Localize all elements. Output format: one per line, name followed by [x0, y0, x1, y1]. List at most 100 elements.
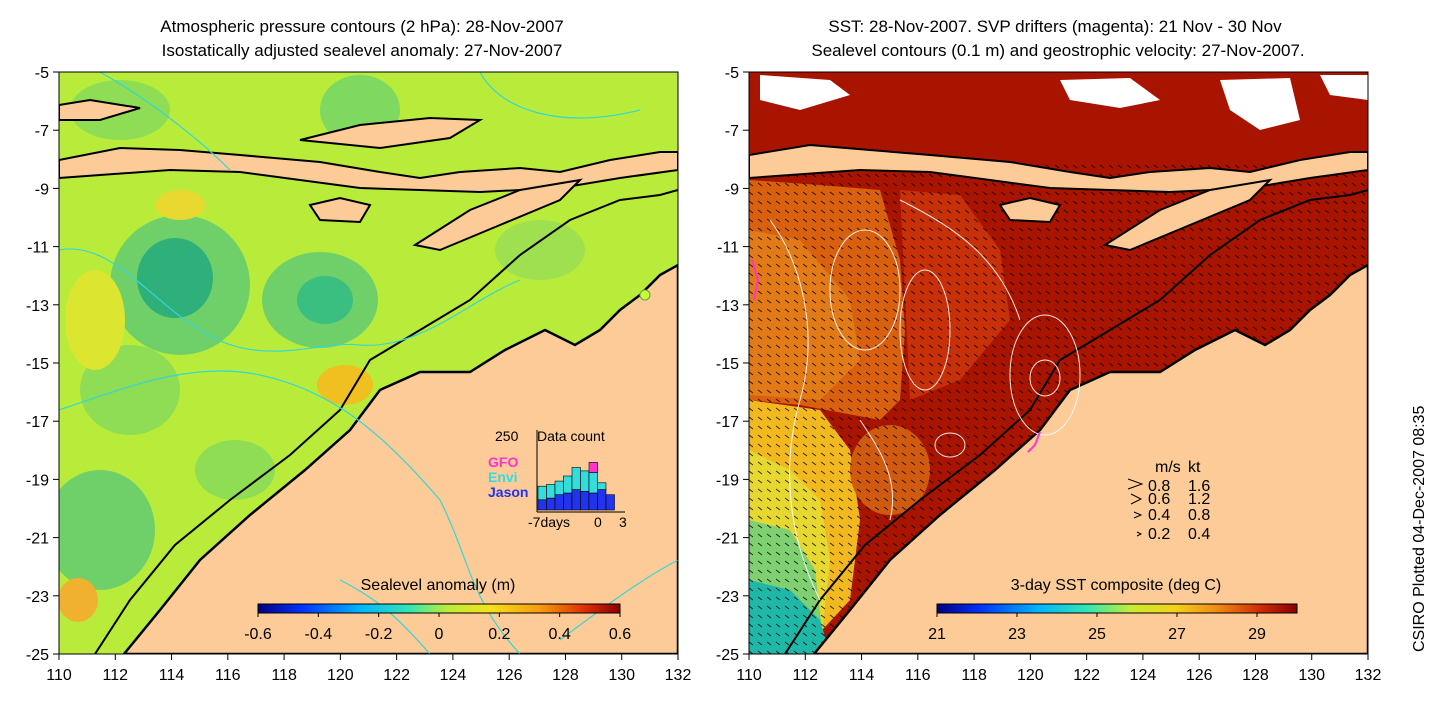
left-data-count-inset: 250 Data count GFO Envi Jason -7days 0 3 — [488, 428, 627, 530]
x-tick-label: 122 — [383, 667, 410, 684]
x-tick-label: 110 — [46, 667, 72, 684]
x-tick-label: 116 — [215, 667, 241, 684]
left-x-axis: 110 112 114 116 118 120 122 124 126 128 130 132 — [46, 654, 691, 684]
right-y-axis: -5 -7 -9 -11 -13 -15 -17 -19 -21 -23 -25 — [716, 65, 749, 664]
x-tick-label: 128 — [1242, 667, 1269, 684]
data-count-bar-envi — [588, 472, 598, 494]
colorbar-tick-label: 0.2 — [488, 626, 510, 643]
left-title-line2: Isostatically adjusted sealevel anomaly:… — [162, 41, 563, 60]
legend-arrow-02 — [1136, 531, 1143, 537]
data-count-bar-jason — [588, 492, 598, 511]
inset-legend-envi: Envi — [488, 469, 518, 485]
legend-kt-4: 0.4 — [1188, 526, 1210, 543]
legend-arrow-08 — [1127, 478, 1144, 490]
inset-xlabel-zero: 0 — [594, 514, 602, 530]
y-tick-label: -13 — [716, 298, 739, 315]
right-drifter-track — [1027, 431, 1041, 453]
left-title-line1: Atmospheric pressure contours (2 hPa): 2… — [160, 17, 563, 36]
right-drifter-track-west — [751, 259, 760, 301]
y-tick-label: -15 — [716, 356, 739, 373]
data-count-bar-envi — [580, 470, 590, 492]
colorbar-tick-label: -0.4 — [305, 626, 333, 643]
right-islands — [749, 143, 1368, 252]
legend-kt-2: 1.2 — [1188, 491, 1210, 508]
legend-ms-3: 0.4 — [1148, 507, 1170, 524]
legend-arrow-04 — [1133, 511, 1143, 519]
x-tick-label: 120 — [327, 667, 354, 684]
y-tick-label: -5 — [725, 65, 739, 82]
inset-max-label: 250 — [495, 428, 519, 444]
y-tick-label: -5 — [35, 65, 49, 82]
colorbar-tick-label: 0.4 — [549, 626, 571, 643]
colorbar-tick-label: -0.2 — [365, 626, 393, 643]
data-count-bar-envi — [563, 475, 573, 494]
colorbar-tick-label: 27 — [1168, 626, 1186, 643]
right-colorbar-ticks: 21 23 25 27 29 — [928, 613, 1266, 643]
inset-xlabel-start: -7days — [528, 514, 570, 530]
x-tick-label: 126 — [496, 667, 523, 684]
y-tick-label: -13 — [26, 298, 49, 315]
y-tick-label: -21 — [26, 531, 49, 548]
left-colorbar — [257, 603, 621, 614]
x-tick-label: 120 — [1017, 667, 1044, 684]
x-tick-label: 124 — [440, 667, 467, 684]
legend-arrow-06 — [1130, 493, 1143, 505]
left-marker-dot — [639, 289, 651, 301]
y-tick-label: -9 — [725, 181, 739, 198]
y-tick-label: -7 — [35, 123, 49, 140]
x-tick-label: 114 — [159, 667, 185, 684]
data-count-bar-envi — [554, 480, 564, 496]
legend-ms-4: 0.2 — [1148, 526, 1170, 543]
colorbar-tick-label: -0.6 — [244, 626, 272, 643]
y-tick-label: -19 — [716, 472, 739, 489]
inset-xlabel-end: 3 — [619, 514, 627, 530]
right-title-line1: SST: 28-Nov-2007. SVP drifters (magenta)… — [828, 17, 1282, 36]
inset-bars — [537, 462, 615, 511]
x-tick-label: 118 — [271, 667, 297, 684]
colorbar-tick-label: 21 — [928, 626, 946, 643]
y-tick-label: -17 — [26, 414, 49, 431]
data-count-bar-envi — [597, 482, 607, 490]
left-colorbar-label: Sealevel anomaly (m) — [361, 577, 516, 594]
x-tick-label: 114 — [849, 667, 875, 684]
x-tick-label: 112 — [793, 667, 819, 684]
x-tick-label: 116 — [905, 667, 931, 684]
y-tick-label: -21 — [716, 531, 739, 548]
y-tick-label: -11 — [717, 240, 739, 257]
x-tick-label: 112 — [103, 667, 129, 684]
right-map — [749, 72, 1368, 654]
x-tick-label: 128 — [552, 667, 579, 684]
y-tick-label: -25 — [26, 647, 49, 664]
data-count-bar-jason — [546, 497, 556, 511]
data-count-bar-envi — [571, 467, 581, 490]
data-count-bar-jason — [597, 489, 607, 511]
left-y-axis: -5 -7 -9 -11 -13 -15 -17 -19 -21 -23 -25 — [26, 65, 59, 664]
x-tick-label: 124 — [1130, 667, 1157, 684]
colorbar-tick-label: 29 — [1248, 626, 1266, 643]
left-colorbar-ticks: -0.6 -0.4 -0.2 0 0.2 0.4 0.6 — [244, 613, 631, 643]
x-tick-label: 130 — [1298, 667, 1325, 684]
y-tick-label: -11 — [27, 240, 49, 257]
left-shelf-break — [94, 189, 678, 654]
inset-title: Data count — [537, 428, 605, 444]
x-tick-label: 132 — [665, 667, 692, 684]
data-count-bar-envi — [537, 485, 547, 501]
legend-kt-1: 1.6 — [1188, 478, 1210, 495]
inset-legend-jason: Jason — [488, 484, 528, 500]
data-count-bar-jason — [605, 494, 615, 511]
data-count-bar-jason — [571, 489, 581, 511]
left-map — [59, 72, 678, 654]
credit-text: CSIRO Plotted 04-Dec-2007 08:35 — [1411, 406, 1428, 652]
data-count-bar-gfo — [588, 462, 598, 473]
data-count-bar-jason — [554, 494, 564, 511]
colorbar-tick-label: 25 — [1088, 626, 1106, 643]
left-australia-land — [122, 263, 678, 654]
left-islands — [59, 98, 678, 252]
y-tick-label: -7 — [725, 123, 739, 140]
x-tick-label: 130 — [608, 667, 635, 684]
y-tick-label: -25 — [716, 647, 739, 664]
right-colorbar-label: 3-day SST composite (deg C) — [1011, 577, 1221, 594]
x-tick-label: 110 — [736, 667, 762, 684]
legend-header-kt: kt — [1188, 459, 1201, 476]
